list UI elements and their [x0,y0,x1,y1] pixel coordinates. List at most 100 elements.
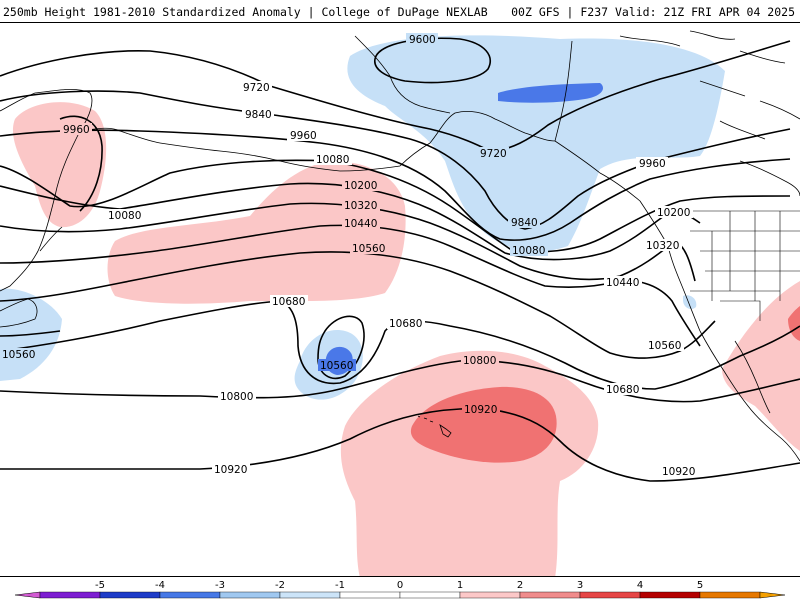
svg-text:10920: 10920 [464,404,497,416]
colorbar-arrow-high [759,591,786,599]
colorbar-bin [399,591,461,599]
svg-text:9600: 9600 [409,34,436,46]
label-10920c: 10920 [660,465,698,478]
svg-text:10800: 10800 [463,355,496,367]
label-10560b: 10560 [0,348,38,361]
colorbar-tick-label: -2 [275,580,285,591]
svg-text:10320: 10320 [344,200,377,212]
svg-text:10200: 10200 [344,180,377,192]
label-10200b: 10200 [655,206,693,219]
svg-text:10200: 10200 [657,207,690,219]
map-canvas: 9600 9720 9720 9840 9840 9960 9960 9960 … [0,30,800,576]
coast-arctic-islands [619,30,800,140]
label-10440: 10440 [342,217,380,230]
label-9840b: 9840 [508,216,540,229]
contour-10200 [0,182,701,261]
svg-text:9840: 9840 [511,217,538,229]
coast-kuril [39,226,63,252]
coast-japan [0,298,38,328]
svg-text:10920: 10920 [662,466,695,478]
label-10200: 10200 [342,179,380,192]
positive-anomaly-mexico [722,281,800,451]
svg-text:10680: 10680 [389,318,422,330]
colorbar-bin [159,591,221,599]
colorbar-bin [99,591,161,599]
colorbar-bin [519,591,581,599]
svg-text:10680: 10680 [272,296,305,308]
colorbar-tick-label: -1 [335,580,345,591]
svg-text:10800: 10800 [220,391,253,403]
coast-hudson [739,160,800,197]
svg-text:9960: 9960 [639,158,666,170]
svg-text:10440: 10440 [344,218,377,230]
svg-text:10080: 10080 [316,154,349,166]
contour-9720 [0,40,791,152]
colorbar-bin [39,591,101,599]
svg-text:9840: 9840 [245,109,272,121]
colorbar-tick-label: 5 [697,580,703,591]
contour-10560-west [0,330,61,337]
colorbar-legend: -5 -4 -3 -2 -1 0 1 2 3 4 5 [14,580,786,599]
svg-text:10440: 10440 [606,277,639,289]
colorbar-tick-label: 4 [637,580,643,591]
label-10080c: 10080 [510,244,548,257]
title-bar: 250mb Height 1981-2010 Standardized Anom… [0,0,800,22]
label-10680c: 10680 [604,383,642,396]
label-10800: 10800 [218,390,256,403]
colorbar-blocks [14,591,786,599]
contour-10080 [0,159,791,253]
contour-10560-low [317,315,365,380]
svg-text:10920: 10920 [214,464,247,476]
label-9720: 9720 [240,81,272,94]
label-9960c: 9960 [636,157,668,170]
contour-10560-north [0,251,716,359]
label-9960: 9960 [60,123,92,136]
map-title: 250mb Height 1981-2010 Standardized Anom… [3,5,488,19]
coast-alaska-north [354,35,451,114]
label-9840: 9840 [242,108,274,121]
negative-anomaly-alaska [347,35,725,252]
contour-10920 [0,407,800,482]
colorbar-tick-label: 3 [577,580,583,591]
label-9600: 9600 [406,33,438,46]
colorbar-bin [339,591,401,599]
svg-text:10320: 10320 [646,240,679,252]
positive-anomaly-hawaii-core [410,386,557,463]
svg-text:10560: 10560 [320,360,353,372]
label-10440b: 10440 [604,276,642,289]
label-9960b: 9960 [287,129,319,142]
contour-9960 [0,129,791,241]
map-panel: 9600 9720 9720 9840 9840 9960 9960 9960 … [0,22,800,577]
svg-text:9720: 9720 [480,148,507,160]
colorbar-bin [579,591,641,599]
label-10320: 10320 [342,199,380,212]
label-9720b: 9720 [477,147,509,160]
colorbar-bin [699,591,761,599]
anomaly-shading [0,35,800,576]
svg-text:10560: 10560 [2,349,35,361]
colorbar-arrow-low [14,591,41,599]
contour-10800 [0,359,800,403]
label-10920b: 10920 [462,403,500,416]
label-10680: 10680 [270,295,308,308]
label-10560c: 10560 [318,359,356,372]
coast-hawaii-2 [417,415,434,423]
contour-9960-west [59,115,103,212]
svg-text:10080: 10080 [512,245,545,257]
colorbar-tick-label: 0 [397,580,403,591]
label-10320b: 10320 [644,239,682,252]
positive-anomaly-northpacific [107,161,406,304]
contour-labels: 9600 9720 9720 9840 9840 9960 9960 9960 … [0,33,698,478]
state-borders [690,210,800,321]
model-run-info: 00Z GFS | F237 Valid: 21Z FRI APR 04 202… [511,5,795,19]
colorbar-ticks: -5 -4 -3 -2 -1 0 1 2 3 4 5 [95,580,703,591]
colorbar-tick-label: -4 [155,580,165,591]
label-10800b: 10800 [461,354,499,367]
svg-text:10560: 10560 [648,340,681,352]
label-10560d: 10560 [646,339,684,352]
coast-hawaii [439,424,452,438]
contour-10680 [0,300,800,390]
height-contours [0,37,800,482]
label-10080: 10080 [106,209,144,222]
svg-text:9960: 9960 [290,130,317,142]
